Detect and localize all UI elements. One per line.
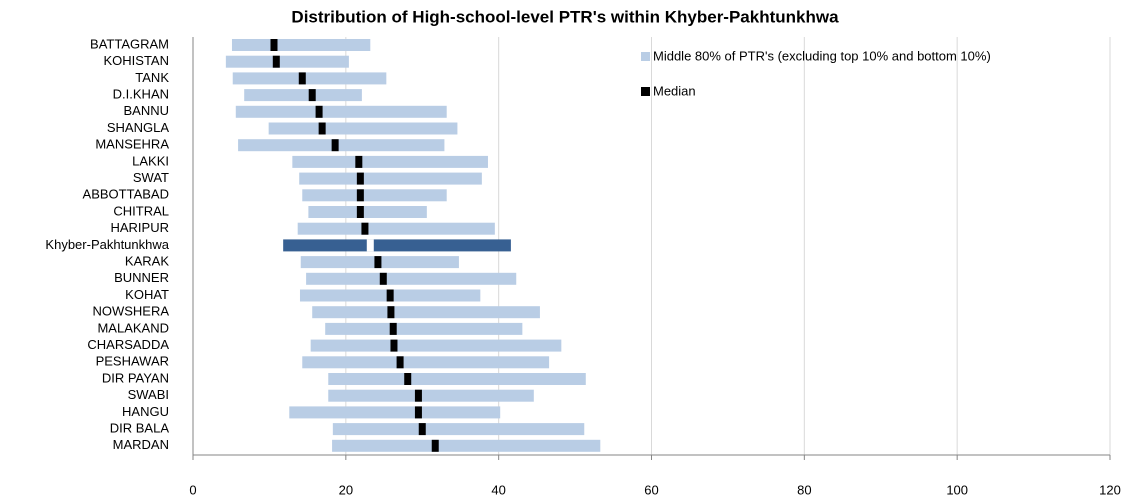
- y-tick-label: HANGU: [122, 404, 169, 419]
- y-tick-label: MALAKAND: [97, 320, 169, 335]
- range-bar: [244, 89, 362, 102]
- y-tick-label: ABBOTTABAD: [83, 187, 169, 202]
- median-marker: [361, 222, 369, 235]
- median-marker: [315, 105, 323, 118]
- median-marker: [308, 89, 316, 102]
- y-tick-label: DIR BALA: [110, 421, 170, 436]
- range-bar: [238, 139, 445, 152]
- y-tick-label: CHARSADDA: [87, 337, 169, 352]
- x-tick-label: 60: [644, 482, 658, 497]
- y-tick-label: LAKKI: [132, 153, 169, 168]
- range-bar: [231, 39, 371, 51]
- range-bar: [306, 272, 517, 285]
- y-tick-label: HARIPUR: [110, 220, 169, 235]
- range-bar: [232, 72, 387, 85]
- median-marker: [356, 206, 364, 218]
- median-marker: [355, 155, 363, 168]
- range-bar: [289, 406, 501, 419]
- y-tick-label: TANK: [135, 70, 169, 85]
- legend-swatch: [641, 87, 650, 96]
- y-tick-label: BATTAGRAM: [90, 36, 169, 51]
- range-bar: [225, 55, 349, 68]
- y-tick-label: NOWSHERA: [92, 304, 169, 319]
- y-tick-label: DIR PAYAN: [102, 370, 169, 385]
- y-tick-label: CHITRAL: [113, 203, 169, 218]
- range-bar: [308, 206, 427, 218]
- y-tick-label: KOHISTAN: [104, 53, 170, 68]
- range-bar: [332, 439, 601, 452]
- range-bar: [325, 322, 523, 335]
- x-tick-label: 120: [1099, 482, 1121, 497]
- range-bar: [268, 122, 458, 135]
- median-marker: [356, 189, 364, 202]
- legend-label: Middle 80% of PTR's (excluding top 10% a…: [653, 48, 991, 63]
- median-marker: [387, 306, 395, 319]
- y-tick-label: SWABI: [128, 387, 169, 402]
- median-marker: [414, 406, 422, 419]
- range-bar: [328, 389, 534, 402]
- range-bar: [310, 339, 562, 352]
- y-tick-label: KARAK: [125, 254, 169, 269]
- range-bar: [297, 222, 495, 235]
- legend-label: Median: [653, 83, 696, 98]
- y-tick-label: KOHAT: [125, 287, 169, 302]
- median-marker: [270, 39, 278, 51]
- median-marker: [356, 172, 364, 185]
- y-tick-label: MARDAN: [113, 437, 169, 452]
- median-marker: [404, 373, 412, 385]
- median-marker: [396, 356, 404, 369]
- x-tick-label: 20: [339, 482, 353, 497]
- median-marker: [318, 122, 326, 135]
- x-tick-label: 100: [946, 482, 968, 497]
- median-marker: [386, 289, 394, 302]
- x-tick-label: 0: [189, 482, 196, 497]
- y-tick-label: SHANGLA: [107, 120, 169, 135]
- y-tick-label: D.I.KHAN: [113, 87, 169, 102]
- y-tick-label: MANSEHRA: [95, 137, 169, 152]
- range-bar: [283, 239, 511, 252]
- range-bar: [235, 105, 447, 118]
- range-bar: [292, 155, 488, 168]
- median-marker: [414, 389, 422, 402]
- median-marker: [374, 256, 382, 269]
- median-marker: [272, 55, 280, 68]
- chart-title: Distribution of High-school-level PTR's …: [291, 7, 839, 26]
- median-marker: [298, 72, 306, 85]
- median-marker: [431, 439, 439, 452]
- y-tick-label: BANNU: [123, 103, 169, 118]
- median-marker: [418, 423, 426, 436]
- y-tick-label: Khyber-Pakhtunkhwa: [45, 237, 169, 252]
- x-tick-label: 40: [491, 482, 505, 497]
- range-bar: [328, 373, 586, 385]
- legend-swatch: [641, 52, 650, 61]
- median-marker: [331, 139, 339, 152]
- median-marker: [390, 339, 398, 352]
- median-marker: [379, 272, 387, 285]
- range-bar: [302, 356, 550, 369]
- y-tick-label: BUNNER: [114, 270, 169, 285]
- range-bar: [312, 306, 540, 319]
- range-bar: [299, 172, 482, 185]
- y-tick-label: PESHAWAR: [96, 354, 169, 369]
- median-marker: [366, 239, 374, 252]
- x-tick-label: 80: [797, 482, 811, 497]
- range-bar: [302, 189, 447, 202]
- y-tick-label: SWAT: [133, 170, 169, 185]
- median-marker: [389, 322, 397, 335]
- range-bar: [332, 423, 585, 436]
